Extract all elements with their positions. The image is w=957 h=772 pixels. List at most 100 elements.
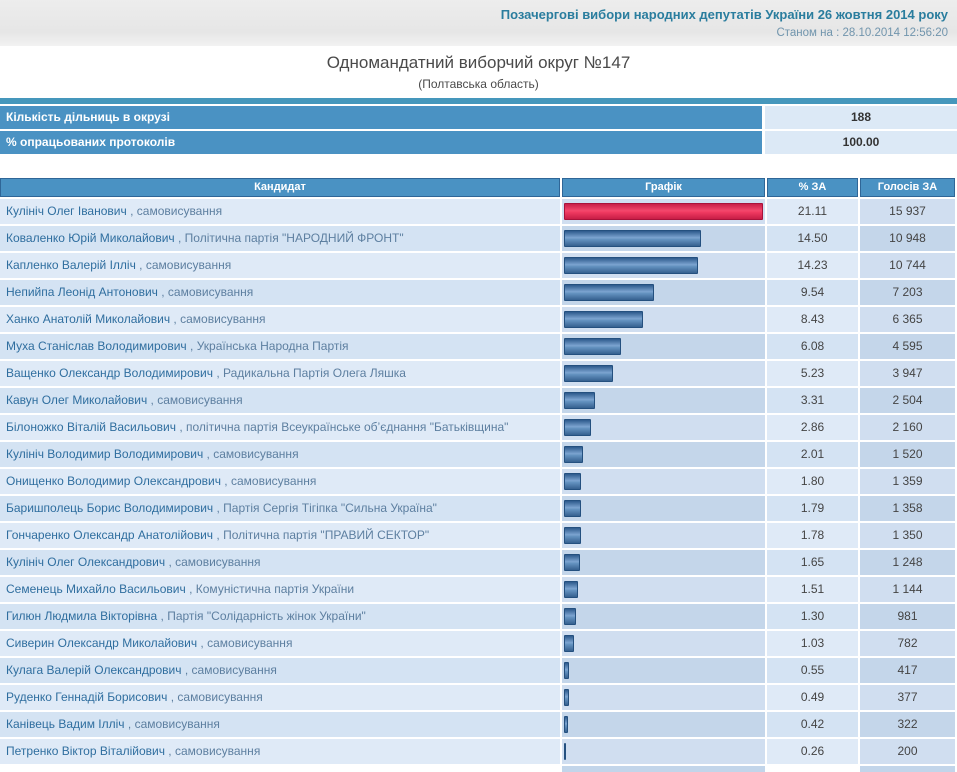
- candidate-name: Руденко Геннадій Борисович: [6, 690, 168, 704]
- percent-value: 1.30: [767, 604, 858, 629]
- candidate-name: Баришполець Борис Володимирович: [6, 501, 214, 515]
- results-table: Кандидат Графік % ЗА Голосів ЗА Кулініч …: [0, 178, 957, 772]
- votes-value: 322: [860, 712, 955, 737]
- bar-cell: [562, 226, 765, 251]
- table-row: Семенець Михайло Васильович , Комуністич…: [0, 577, 957, 602]
- votes-value: 6 365: [860, 307, 955, 332]
- result-bar: [564, 311, 644, 328]
- candidate-party: самовисування: [207, 636, 293, 650]
- percent-value: 9.54: [767, 280, 858, 305]
- table-row: Непийпа Леонід Антонович , самовисування…: [0, 280, 957, 305]
- candidate-name: Кулага Валерій Олександрович: [6, 663, 182, 677]
- result-bar: [564, 257, 699, 274]
- candidate-cell: Ващенко Олександр Володимирович , Радика…: [0, 361, 560, 386]
- candidate-name: Кулініч Олег Олександрович: [6, 555, 166, 569]
- result-bar: [564, 419, 591, 436]
- votes-value: 1 358: [860, 496, 955, 521]
- result-bar: [564, 716, 568, 733]
- name-party-separator: ,: [185, 582, 196, 596]
- candidate-party: самовисування: [213, 447, 299, 461]
- percent-value: 21.11: [767, 199, 858, 224]
- candidate-cell: Петренко Віктор Віталійович , самовисува…: [0, 739, 560, 764]
- table-row: Кулага Валерій Олександрович , самовисув…: [0, 658, 957, 683]
- percent-value: 3.31: [767, 388, 858, 413]
- candidate-name: Петренко Віктор Віталійович: [6, 744, 165, 758]
- bar-cell: [562, 388, 765, 413]
- table-row: Кулініч Олег Іванович , самовисування 21…: [0, 199, 957, 224]
- candidate-name: Кулініч Олег Іванович: [6, 204, 127, 218]
- result-bar: [564, 284, 654, 301]
- percent-value: 0.49: [767, 685, 858, 710]
- name-party-separator: ,: [203, 447, 214, 461]
- table-row: Руденко Геннадій Борисович , самовисуван…: [0, 685, 957, 710]
- candidate-cell: Баришполець Борис Володимирович , Партія…: [0, 496, 560, 521]
- votes-value: 7 203: [860, 280, 955, 305]
- result-bar: [564, 473, 581, 490]
- bar-cell: [562, 253, 765, 278]
- candidate-party: самовисування: [134, 717, 220, 731]
- result-bar: [564, 554, 580, 571]
- result-bar: [564, 230, 701, 247]
- candidate-cell: Семенець Михайло Васильович , Комуністич…: [0, 577, 560, 602]
- table-row: Кавун Олег Миколайович , самовисування 3…: [0, 388, 957, 413]
- percent-value: 1.80: [767, 469, 858, 494]
- name-party-separator: ,: [167, 690, 178, 704]
- bar-cell: [562, 577, 765, 602]
- votes-value: 417: [860, 658, 955, 683]
- table-row: Гончаренко Олександр Анатолійович , Полі…: [0, 523, 957, 548]
- bar-cell: [562, 280, 765, 305]
- page-title: Одномандатний виборчий округ №147: [326, 53, 631, 72]
- bar-cell: [562, 307, 765, 332]
- candidate-party: самовисування: [145, 258, 232, 272]
- candidate-cell: Кулініч Олег Іванович , самовисування: [0, 199, 560, 224]
- name-party-separator: ,: [165, 555, 176, 569]
- candidate-party: самовисування: [191, 663, 277, 677]
- candidate-cell: Коваленко Юрій Миколайович , Політична п…: [0, 226, 560, 251]
- table-row: Петренко Віктор Віталійович , самовисува…: [0, 739, 957, 764]
- bar-cell: [562, 415, 765, 440]
- candidate-cell: Сиверин Олександр Миколайович , самовису…: [0, 631, 560, 656]
- votes-value: 1 359: [860, 469, 955, 494]
- table-row: Муха Станіслав Володимирович , Українськ…: [0, 334, 957, 359]
- votes-value: 2 160: [860, 415, 955, 440]
- candidate-cell: Руденко Геннадій Борисович , самовисуван…: [0, 685, 560, 710]
- candidate-cell: Кулініч Олег Олександрович , самовисуван…: [0, 550, 560, 575]
- votes-value: 782: [860, 631, 955, 656]
- votes-value: 15 937: [860, 199, 955, 224]
- candidate-party: самовисування: [175, 555, 261, 569]
- votes-value: 1 520: [860, 442, 955, 467]
- summary-row-precincts: Кількість дільниць в окрузі 188: [0, 106, 957, 129]
- candidate-cell: Гилюн Людмила Вікторівна , Партія "Солід…: [0, 604, 560, 629]
- percent-value: 0.26: [767, 739, 858, 764]
- table-row: Капленко Валерій Ілліч , самовисування 1…: [0, 253, 957, 278]
- candidate-cell: Гончаренко Олександр Анатолійович , Полі…: [0, 523, 560, 548]
- column-header-graph: Графік: [562, 178, 765, 197]
- candidate-cell: Кавун Олег Миколайович , самовисування: [0, 388, 560, 413]
- column-header-candidate: Кандидат: [0, 178, 560, 197]
- percent-value: 1.51: [767, 577, 858, 602]
- name-party-separator: ,: [126, 204, 137, 218]
- name-party-separator: ,: [213, 501, 224, 515]
- table-row: Білоножко Віталій Васильович , політична…: [0, 415, 957, 440]
- candidate-cell: Канівець Вадим Ілліч , самовисування: [0, 712, 560, 737]
- precincts-label: Кількість дільниць в окрузі: [0, 106, 762, 129]
- candidate-cell: Кулага Валерій Олександрович , самовисув…: [0, 658, 560, 683]
- candidate-party: самовисування: [180, 312, 266, 326]
- percent-value: 14.50: [767, 226, 858, 251]
- candidate-name: Канівець Вадим Ілліч: [6, 717, 125, 731]
- percent-value: 2.01: [767, 442, 858, 467]
- candidate-party: Українська Народна Партія: [196, 339, 349, 353]
- table-row: Ващенко Олександр Володимирович , Радика…: [0, 361, 957, 386]
- precincts-value: 188: [765, 106, 957, 129]
- bar-cell: [562, 658, 765, 683]
- candidate-party: Партія Сергія Тігіпка "Сильна Україна": [223, 501, 437, 515]
- result-bar: [564, 743, 567, 760]
- name-party-separator: ,: [197, 636, 208, 650]
- candidate-name: Муха Станіслав Володимирович: [6, 339, 187, 353]
- candidate-name: Кулініч Володимир Володимирович: [6, 447, 204, 461]
- tail-graph-col: [562, 766, 765, 772]
- result-bar: [564, 203, 763, 220]
- name-party-separator: ,: [164, 744, 175, 758]
- candidate-name: Ханко Анатолій Миколайович: [6, 312, 171, 326]
- candidate-party: самовисування: [136, 204, 223, 218]
